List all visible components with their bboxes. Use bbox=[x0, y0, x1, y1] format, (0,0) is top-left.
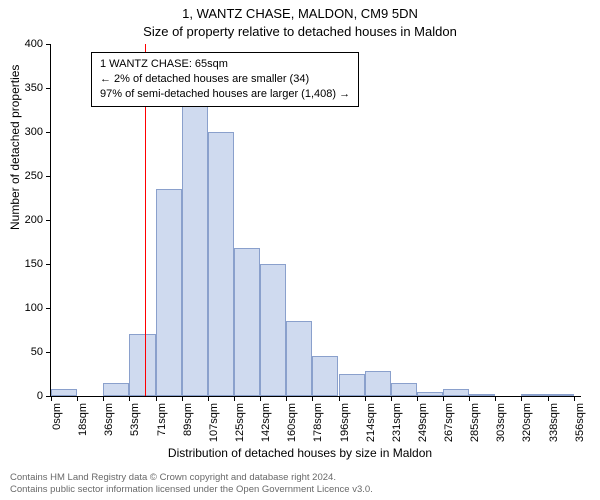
y-tick-label: 100 bbox=[25, 302, 43, 314]
x-tick-label: 320sqm bbox=[521, 403, 533, 442]
y-tick-label: 400 bbox=[25, 38, 43, 50]
y-tick-mark bbox=[46, 132, 51, 133]
attribution-line: Contains public sector information licen… bbox=[10, 484, 373, 495]
x-tick-mark bbox=[286, 396, 287, 401]
y-tick-mark bbox=[46, 308, 51, 309]
x-tick-label: 142sqm bbox=[260, 403, 272, 442]
x-tick-mark bbox=[365, 396, 366, 401]
histogram-bar bbox=[469, 394, 495, 396]
x-axis-label: Distribution of detached houses by size … bbox=[0, 446, 600, 460]
y-tick-label: 150 bbox=[25, 258, 43, 270]
x-tick-label: 249sqm bbox=[417, 403, 429, 442]
x-tick-mark bbox=[312, 396, 313, 401]
x-tick-mark bbox=[469, 396, 470, 401]
y-tick-label: 350 bbox=[25, 82, 43, 94]
histogram-bar bbox=[260, 264, 286, 396]
y-tick-mark bbox=[46, 176, 51, 177]
x-tick-label: 18sqm bbox=[77, 403, 89, 436]
x-tick-label: 178sqm bbox=[312, 403, 324, 442]
x-tick-mark bbox=[208, 396, 209, 401]
y-tick-label: 200 bbox=[25, 214, 43, 226]
y-axis-label: Number of detached properties bbox=[8, 65, 22, 230]
y-tick-label: 50 bbox=[31, 346, 43, 358]
histogram-bar bbox=[443, 389, 469, 396]
histogram-bar bbox=[208, 132, 234, 396]
histogram-bar bbox=[51, 389, 77, 396]
histogram-plot: 0501001502002503003504000sqm18sqm36sqm53… bbox=[50, 44, 581, 397]
histogram-bar bbox=[521, 394, 547, 396]
histogram-bar bbox=[365, 371, 391, 396]
annotation-box: 1 WANTZ CHASE: 65sqm← 2% of detached hou… bbox=[91, 52, 359, 107]
histogram-bar bbox=[234, 248, 260, 396]
x-tick-label: 107sqm bbox=[208, 403, 220, 442]
x-tick-mark bbox=[77, 396, 78, 401]
x-tick-mark bbox=[495, 396, 496, 401]
x-tick-label: 356sqm bbox=[574, 403, 586, 442]
x-tick-label: 0sqm bbox=[51, 403, 63, 430]
x-tick-mark bbox=[156, 396, 157, 401]
annotation-line: ← 2% of detached houses are smaller (34) bbox=[100, 72, 350, 87]
histogram-bar bbox=[286, 321, 312, 396]
histogram-bar bbox=[339, 374, 365, 396]
x-tick-label: 36sqm bbox=[103, 403, 115, 436]
x-tick-mark bbox=[574, 396, 575, 401]
y-tick-mark bbox=[46, 352, 51, 353]
attribution-line: Contains HM Land Registry data © Crown c… bbox=[10, 472, 336, 483]
x-tick-mark bbox=[548, 396, 549, 401]
x-tick-label: 214sqm bbox=[365, 403, 377, 442]
histogram-bar bbox=[312, 356, 338, 396]
x-tick-mark bbox=[103, 396, 104, 401]
histogram-bar bbox=[391, 383, 417, 396]
y-tick-label: 0 bbox=[37, 390, 43, 402]
page-title: 1, WANTZ CHASE, MALDON, CM9 5DN bbox=[0, 6, 600, 21]
y-tick-label: 250 bbox=[25, 170, 43, 182]
y-tick-mark bbox=[46, 220, 51, 221]
x-tick-label: 285sqm bbox=[469, 403, 481, 442]
x-tick-mark bbox=[443, 396, 444, 401]
histogram-bar bbox=[156, 189, 182, 396]
x-tick-label: 338sqm bbox=[548, 403, 560, 442]
x-tick-label: 89sqm bbox=[182, 403, 194, 436]
x-tick-label: 71sqm bbox=[156, 403, 168, 436]
y-tick-mark bbox=[46, 44, 51, 45]
x-tick-mark bbox=[521, 396, 522, 401]
x-tick-mark bbox=[417, 396, 418, 401]
histogram-bar bbox=[182, 101, 208, 396]
y-tick-label: 300 bbox=[25, 126, 43, 138]
y-tick-mark bbox=[46, 88, 51, 89]
annotation-line: 97% of semi-detached houses are larger (… bbox=[100, 87, 350, 102]
histogram-bar bbox=[548, 394, 574, 396]
x-tick-mark bbox=[260, 396, 261, 401]
x-tick-label: 160sqm bbox=[286, 403, 298, 442]
x-tick-label: 53sqm bbox=[129, 403, 141, 436]
x-tick-mark bbox=[234, 396, 235, 401]
x-tick-mark bbox=[129, 396, 130, 401]
histogram-bar bbox=[129, 334, 155, 396]
page-subtitle: Size of property relative to detached ho… bbox=[0, 24, 600, 39]
histogram-bar bbox=[417, 392, 443, 396]
x-tick-label: 303sqm bbox=[495, 403, 507, 442]
x-tick-mark bbox=[182, 396, 183, 401]
x-tick-label: 267sqm bbox=[443, 403, 455, 442]
x-tick-mark bbox=[51, 396, 52, 401]
y-tick-mark bbox=[46, 264, 51, 265]
histogram-bar bbox=[103, 383, 129, 396]
attribution-text: Contains HM Land Registry data © Crown c… bbox=[10, 472, 590, 496]
x-tick-mark bbox=[391, 396, 392, 401]
x-tick-label: 196sqm bbox=[339, 403, 351, 442]
x-tick-label: 231sqm bbox=[391, 403, 403, 442]
annotation-line: 1 WANTZ CHASE: 65sqm bbox=[100, 57, 350, 72]
x-tick-mark bbox=[339, 396, 340, 401]
x-tick-label: 125sqm bbox=[234, 403, 246, 442]
